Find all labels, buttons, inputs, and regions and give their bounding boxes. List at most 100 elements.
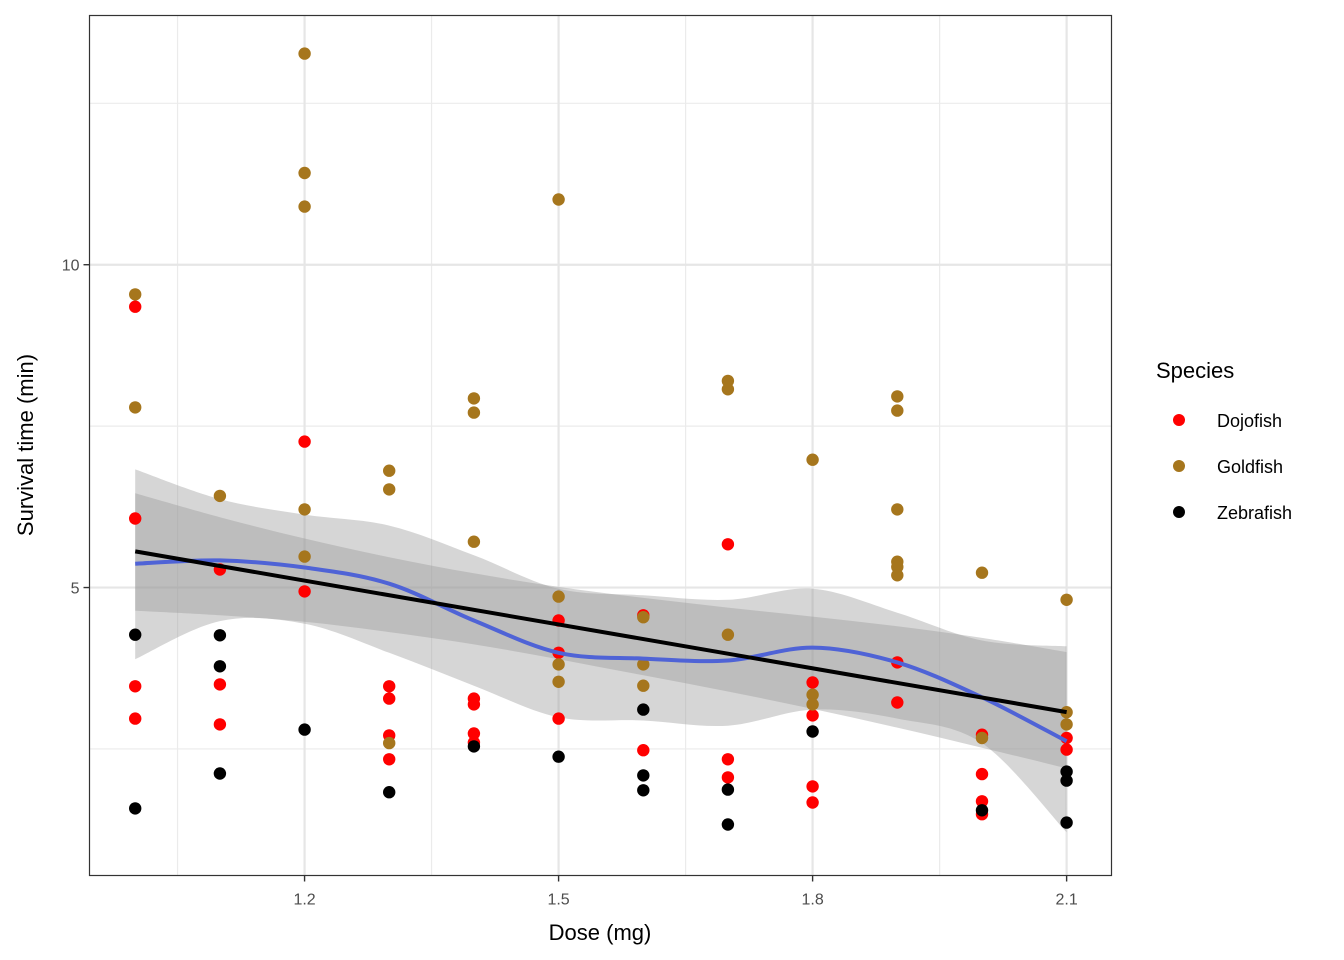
- point-goldfish: [467, 406, 481, 419]
- legend-label-goldfish: Goldfish: [1217, 457, 1283, 477]
- point-zebrafish: [1060, 816, 1073, 829]
- point-zebrafish: [637, 703, 650, 716]
- point-zebrafish: [637, 769, 650, 782]
- point-goldfish: [552, 658, 565, 671]
- point-dojofish: [467, 698, 481, 711]
- point-dojofish: [806, 780, 819, 793]
- point-zebrafish: [467, 740, 481, 753]
- point-zebrafish: [129, 802, 142, 815]
- point-goldfish: [806, 688, 819, 701]
- point-goldfish: [891, 404, 904, 417]
- legend-key-zebrafish: [1173, 506, 1185, 518]
- point-zebrafish: [1060, 774, 1073, 787]
- point-dojofish: [213, 718, 227, 731]
- point-goldfish: [806, 698, 819, 711]
- point-dojofish: [298, 585, 311, 598]
- point-zebrafish: [298, 723, 311, 736]
- y-axis-title: Survival time (min): [13, 354, 38, 536]
- point-dojofish: [891, 696, 904, 709]
- point-goldfish: [552, 675, 565, 688]
- point-dojofish: [806, 676, 819, 689]
- x-tick-label: 1.8: [801, 892, 823, 909]
- x-tick-label: 1.5: [547, 892, 569, 909]
- point-goldfish: [383, 464, 396, 477]
- point-goldfish: [298, 200, 311, 213]
- point-goldfish: [467, 392, 481, 405]
- point-dojofish: [129, 712, 142, 725]
- point-dojofish: [637, 744, 650, 757]
- point-dojofish: [383, 692, 396, 705]
- point-goldfish: [975, 731, 989, 745]
- point-goldfish: [1060, 718, 1073, 731]
- point-goldfish: [552, 193, 565, 206]
- loess-confidence-band: [135, 469, 1067, 833]
- point-goldfish: [298, 503, 311, 516]
- point-zebrafish: [213, 660, 227, 673]
- point-dojofish: [806, 709, 819, 722]
- point-dojofish: [721, 538, 735, 551]
- legend-title: Species: [1156, 358, 1234, 383]
- point-goldfish: [891, 503, 904, 516]
- point-goldfish: [637, 658, 650, 671]
- legend-label-zebrafish: Zebrafish: [1217, 503, 1292, 523]
- point-goldfish: [298, 550, 311, 563]
- lm-regression-line: [134, 549, 1067, 715]
- point-dojofish: [975, 767, 989, 781]
- legend-label-dojofish: Dojofish: [1217, 411, 1282, 431]
- point-dojofish: [721, 771, 735, 784]
- loess-line: [135, 558, 1068, 743]
- point-dojofish: [721, 753, 735, 766]
- point-dojofish: [383, 753, 396, 766]
- point-dojofish: [129, 512, 142, 525]
- point-dojofish: [213, 678, 227, 691]
- data-points: [129, 47, 1073, 831]
- point-dojofish: [298, 435, 311, 448]
- point-goldfish: [1060, 593, 1073, 606]
- point-dojofish: [806, 796, 819, 809]
- point-goldfish: [129, 288, 142, 301]
- point-goldfish: [298, 166, 311, 180]
- legend-key-goldfish: [1173, 460, 1185, 472]
- point-zebrafish: [637, 784, 650, 797]
- point-zebrafish: [721, 818, 735, 831]
- point-zebrafish: [1060, 765, 1073, 778]
- y-axis: 5 10: [62, 258, 90, 598]
- point-goldfish: [806, 453, 819, 466]
- point-dojofish: [975, 795, 989, 808]
- point-dojofish: [129, 300, 142, 313]
- point-dojofish: [467, 727, 481, 740]
- point-goldfish: [467, 535, 481, 548]
- point-goldfish: [975, 566, 989, 579]
- grid-minor: [89, 15, 1112, 876]
- smooth-lines: [134, 549, 1068, 743]
- panel-border: [88, 14, 1113, 877]
- point-dojofish: [1060, 743, 1073, 756]
- point-dojofish: [383, 680, 396, 693]
- point-goldfish: [637, 679, 650, 692]
- point-goldfish: [552, 590, 565, 603]
- point-goldfish: [721, 628, 735, 641]
- point-zebrafish: [129, 628, 142, 641]
- point-goldfish: [129, 401, 142, 414]
- point-goldfish: [637, 611, 650, 624]
- point-goldfish: [891, 390, 904, 403]
- x-axis-title: Dose (mg): [549, 920, 652, 945]
- point-goldfish: [383, 483, 396, 496]
- x-tick-label: 1.2: [293, 892, 315, 909]
- x-tick-label: 2.1: [1055, 892, 1077, 909]
- point-goldfish: [891, 569, 904, 582]
- point-zebrafish: [213, 767, 227, 780]
- point-goldfish: [721, 383, 735, 396]
- point-goldfish: [213, 489, 227, 503]
- point-zebrafish: [383, 786, 396, 799]
- point-goldfish: [383, 736, 396, 750]
- x-axis: 1.2 1.5 1.8 2.1: [293, 875, 1078, 909]
- point-zebrafish: [975, 804, 989, 817]
- point-dojofish: [129, 680, 142, 693]
- y-tick-label: 5: [71, 581, 80, 598]
- point-goldfish: [298, 47, 311, 60]
- y-tick-label: 10: [62, 258, 80, 275]
- point-dojofish: [552, 712, 565, 725]
